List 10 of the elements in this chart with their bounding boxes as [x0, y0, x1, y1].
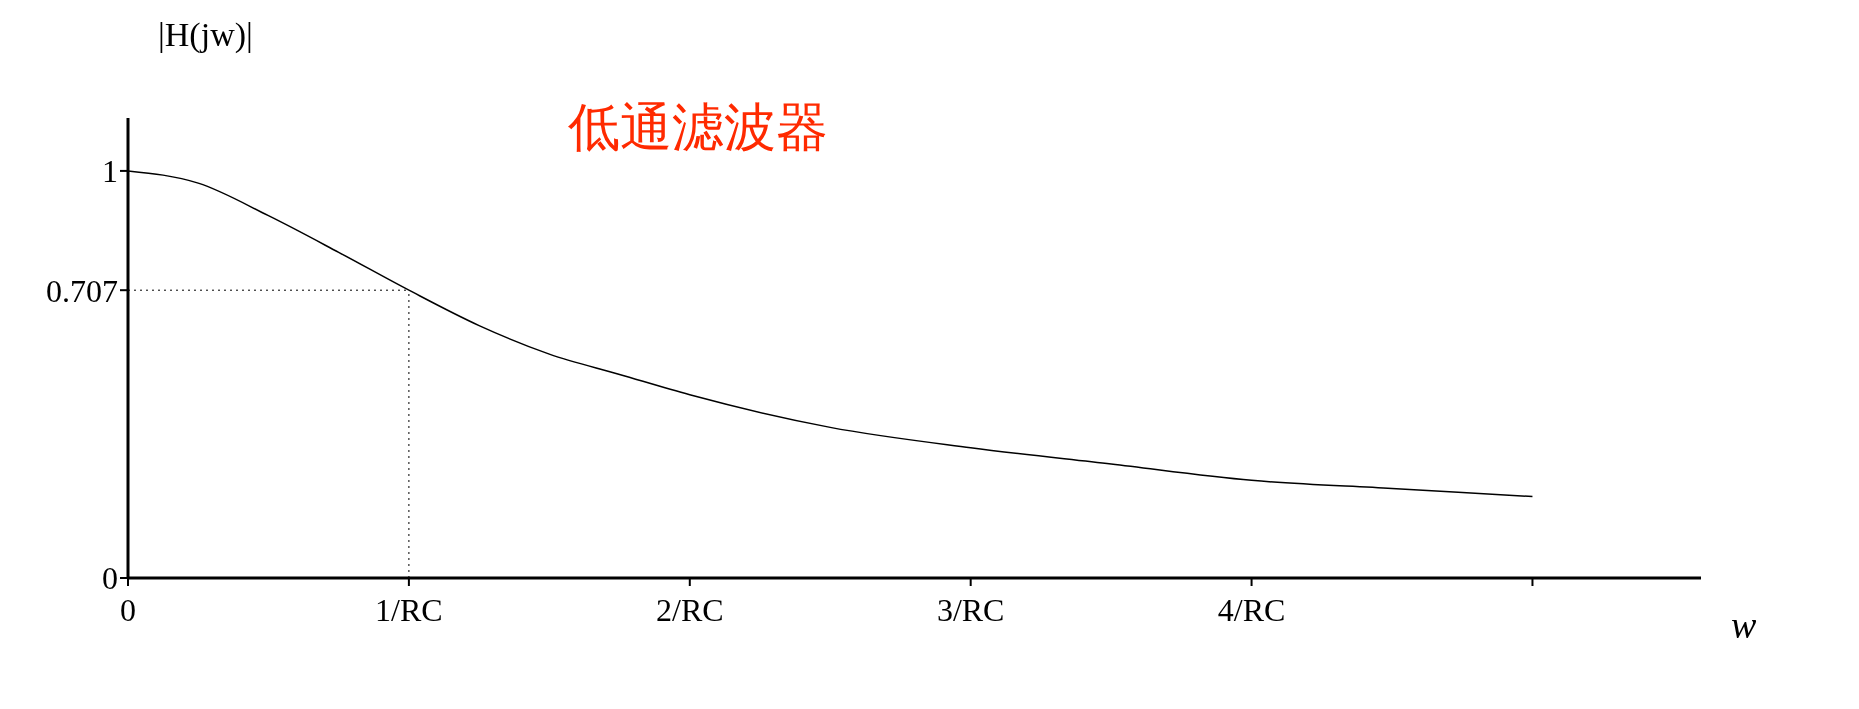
y-tick-label: 0: [102, 560, 118, 597]
y-tick-label: 0.707: [46, 272, 118, 309]
y-tick-label: 1: [102, 153, 118, 190]
chart-title: 低通滤波器: [568, 96, 828, 159]
x-axis-title: w: [1731, 603, 1757, 647]
x-tick-label: 1/RC: [375, 591, 443, 628]
x-tick-label: 2/RC: [656, 591, 724, 628]
x-tick-label: 3/RC: [936, 591, 1005, 628]
y-axis-title: |H(jw)|: [158, 16, 253, 54]
x-tick-label: 4/RC: [1217, 591, 1286, 628]
